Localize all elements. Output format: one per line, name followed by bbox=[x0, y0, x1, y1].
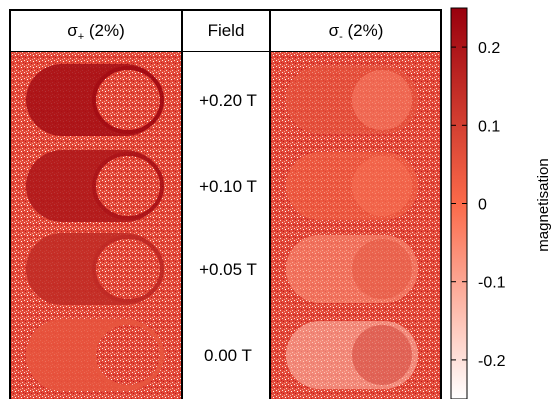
sigma-plus-domain-row-2 bbox=[26, 150, 164, 222]
domain-disc bbox=[352, 70, 412, 130]
field-label-row-3: +0.05 T bbox=[199, 260, 257, 279]
header-sigma-minus: σ- (2%) bbox=[329, 21, 384, 43]
header-sigma-plus: σ+ (2%) bbox=[67, 21, 125, 43]
sigma-minus-domain-row-1 bbox=[286, 66, 418, 134]
domain-capsule bbox=[286, 152, 418, 220]
header-field: Field bbox=[208, 21, 245, 40]
domain-capsule bbox=[286, 66, 418, 134]
sigma-plus-domain-row-3 bbox=[26, 233, 164, 305]
domain-capsule bbox=[286, 321, 418, 389]
sigma-minus-domain-row-3 bbox=[286, 235, 418, 303]
colorbar-label: magnetisation bbox=[535, 158, 552, 251]
header-frame bbox=[9, 9, 442, 53]
domain-disc bbox=[92, 235, 164, 303]
sigma-minus-domain-row-2 bbox=[286, 152, 418, 220]
field-label-row-2: +0.10 T bbox=[199, 177, 257, 196]
colorbar-tick-label: 0 bbox=[478, 197, 487, 214]
colorbar-tick-label: -0.2 bbox=[478, 353, 506, 370]
domain-disc bbox=[352, 325, 412, 385]
domain-capsule bbox=[286, 235, 418, 303]
colorbar-tick-label: 0.2 bbox=[478, 40, 500, 57]
field-column bbox=[182, 52, 270, 399]
colorbar-tick-label: 0.1 bbox=[478, 118, 500, 135]
domain-disc bbox=[352, 156, 412, 216]
domain-disc bbox=[92, 66, 164, 134]
field-label-row-1: +0.20 T bbox=[199, 91, 257, 110]
sigma-plus-domain-row-1 bbox=[26, 64, 164, 136]
domain-disc bbox=[92, 321, 164, 389]
sigma-minus-domain-row-4 bbox=[286, 321, 418, 389]
field-label-row-4: 0.00 T bbox=[204, 346, 252, 365]
sigma-plus-domain-row-4 bbox=[26, 319, 164, 391]
header-row: σ+ (2%) Field σ- (2%) bbox=[9, 9, 442, 53]
domain-disc bbox=[352, 239, 412, 299]
colorbar: 0.2 0.1 0 -0.1 -0.2 magnetisation bbox=[450, 7, 552, 399]
colorbar-tick-label: -0.1 bbox=[478, 275, 506, 292]
domain-disc bbox=[92, 152, 164, 220]
